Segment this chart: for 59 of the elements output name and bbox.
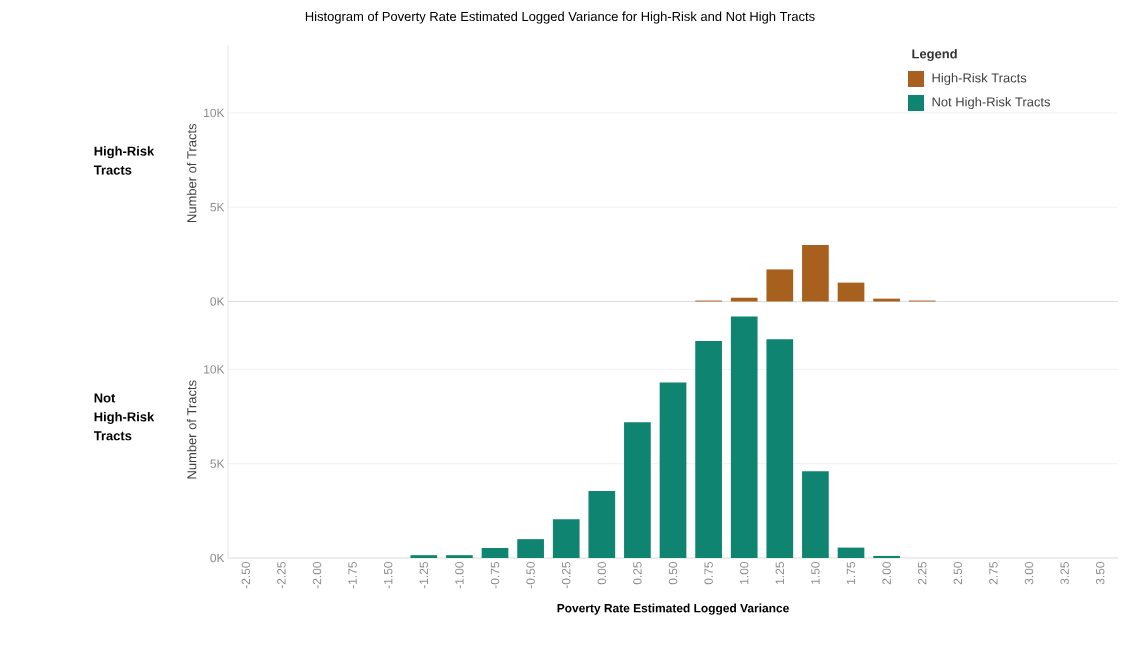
x-tick-label: 3.00 [1024, 561, 1034, 585]
x-tick-label: -1.25 [419, 562, 429, 589]
bar [730, 316, 758, 558]
legend-label: Not High-Risk Tracts [932, 96, 1051, 110]
x-tick-label: 1.25 [775, 562, 785, 584]
bar [766, 269, 794, 302]
x-tick-label: 2.00 [882, 561, 891, 585]
bar [802, 471, 829, 558]
y-tick-label: 10K [204, 365, 225, 374]
bar [659, 382, 687, 558]
bar [766, 339, 794, 558]
legend-title: Legend [912, 48, 957, 62]
bar [837, 282, 865, 302]
x-tick-label: -0.75 [490, 562, 500, 589]
bar [588, 491, 616, 558]
x-tick-label: 0.75 [704, 562, 713, 585]
bar [410, 555, 438, 558]
text: Not High-Risk Tracts [93, 393, 155, 441]
text: High-Risk Tracts [93, 146, 155, 175]
x-tick-label: -1.00 [455, 561, 464, 589]
chart-title: Histogram of Poverty Rate Estimated Logged Variance for High-Risk and Not High Tracts [305, 11, 815, 24]
y-tick-label: 0K [210, 553, 225, 563]
y-tick-label: 0K [210, 297, 225, 306]
y-axis-title: Number of Tracts [186, 123, 197, 222]
y-tick-label: 5K [210, 459, 225, 468]
bar [517, 539, 544, 558]
x-tick-label: 0.50 [668, 561, 678, 585]
x-tick-label: 0.25 [633, 562, 642, 585]
bar [624, 422, 651, 558]
bar [873, 555, 900, 558]
x-tick-label: -2.25 [277, 562, 286, 589]
bar [481, 548, 509, 558]
bar [446, 555, 473, 558]
y-tick-label: 10K [204, 108, 225, 118]
x-tick-label: 1.00 [739, 561, 749, 584]
x-tick-label: -1.50 [383, 561, 393, 589]
x-tick-label: -2.50 [241, 561, 251, 589]
bar [873, 298, 900, 302]
x-tick-label: 2.75 [989, 562, 998, 585]
bar [695, 341, 722, 558]
x-tick-label: 3.25 [1060, 562, 1069, 585]
x-tick-label: 2.50 [953, 561, 963, 585]
bar [552, 519, 580, 558]
x-tick-label: -2.00 [312, 561, 322, 589]
y-axis-title: Number of Tracts [186, 380, 197, 479]
bar [802, 244, 829, 302]
x-tick-label: 1.75 [846, 562, 856, 584]
x-tick-label: -1.75 [348, 562, 357, 589]
x-tick-label: 3.50 [1095, 561, 1105, 585]
x-tick-label: 0.00 [597, 561, 607, 585]
x-tick-label: -0.25 [561, 562, 571, 589]
x-tick-label: 2.25 [917, 562, 927, 585]
bar [730, 297, 758, 302]
x-tick-label: -0.50 [526, 561, 535, 589]
bar [837, 547, 865, 558]
y-tick-label: 5K [210, 203, 225, 212]
x-axis-title: Poverty Rate Estimated Logged Variance [557, 603, 789, 615]
legend-label: High-Risk Tracts [932, 72, 1027, 86]
x-tick-label: 1.50 [811, 561, 820, 584]
